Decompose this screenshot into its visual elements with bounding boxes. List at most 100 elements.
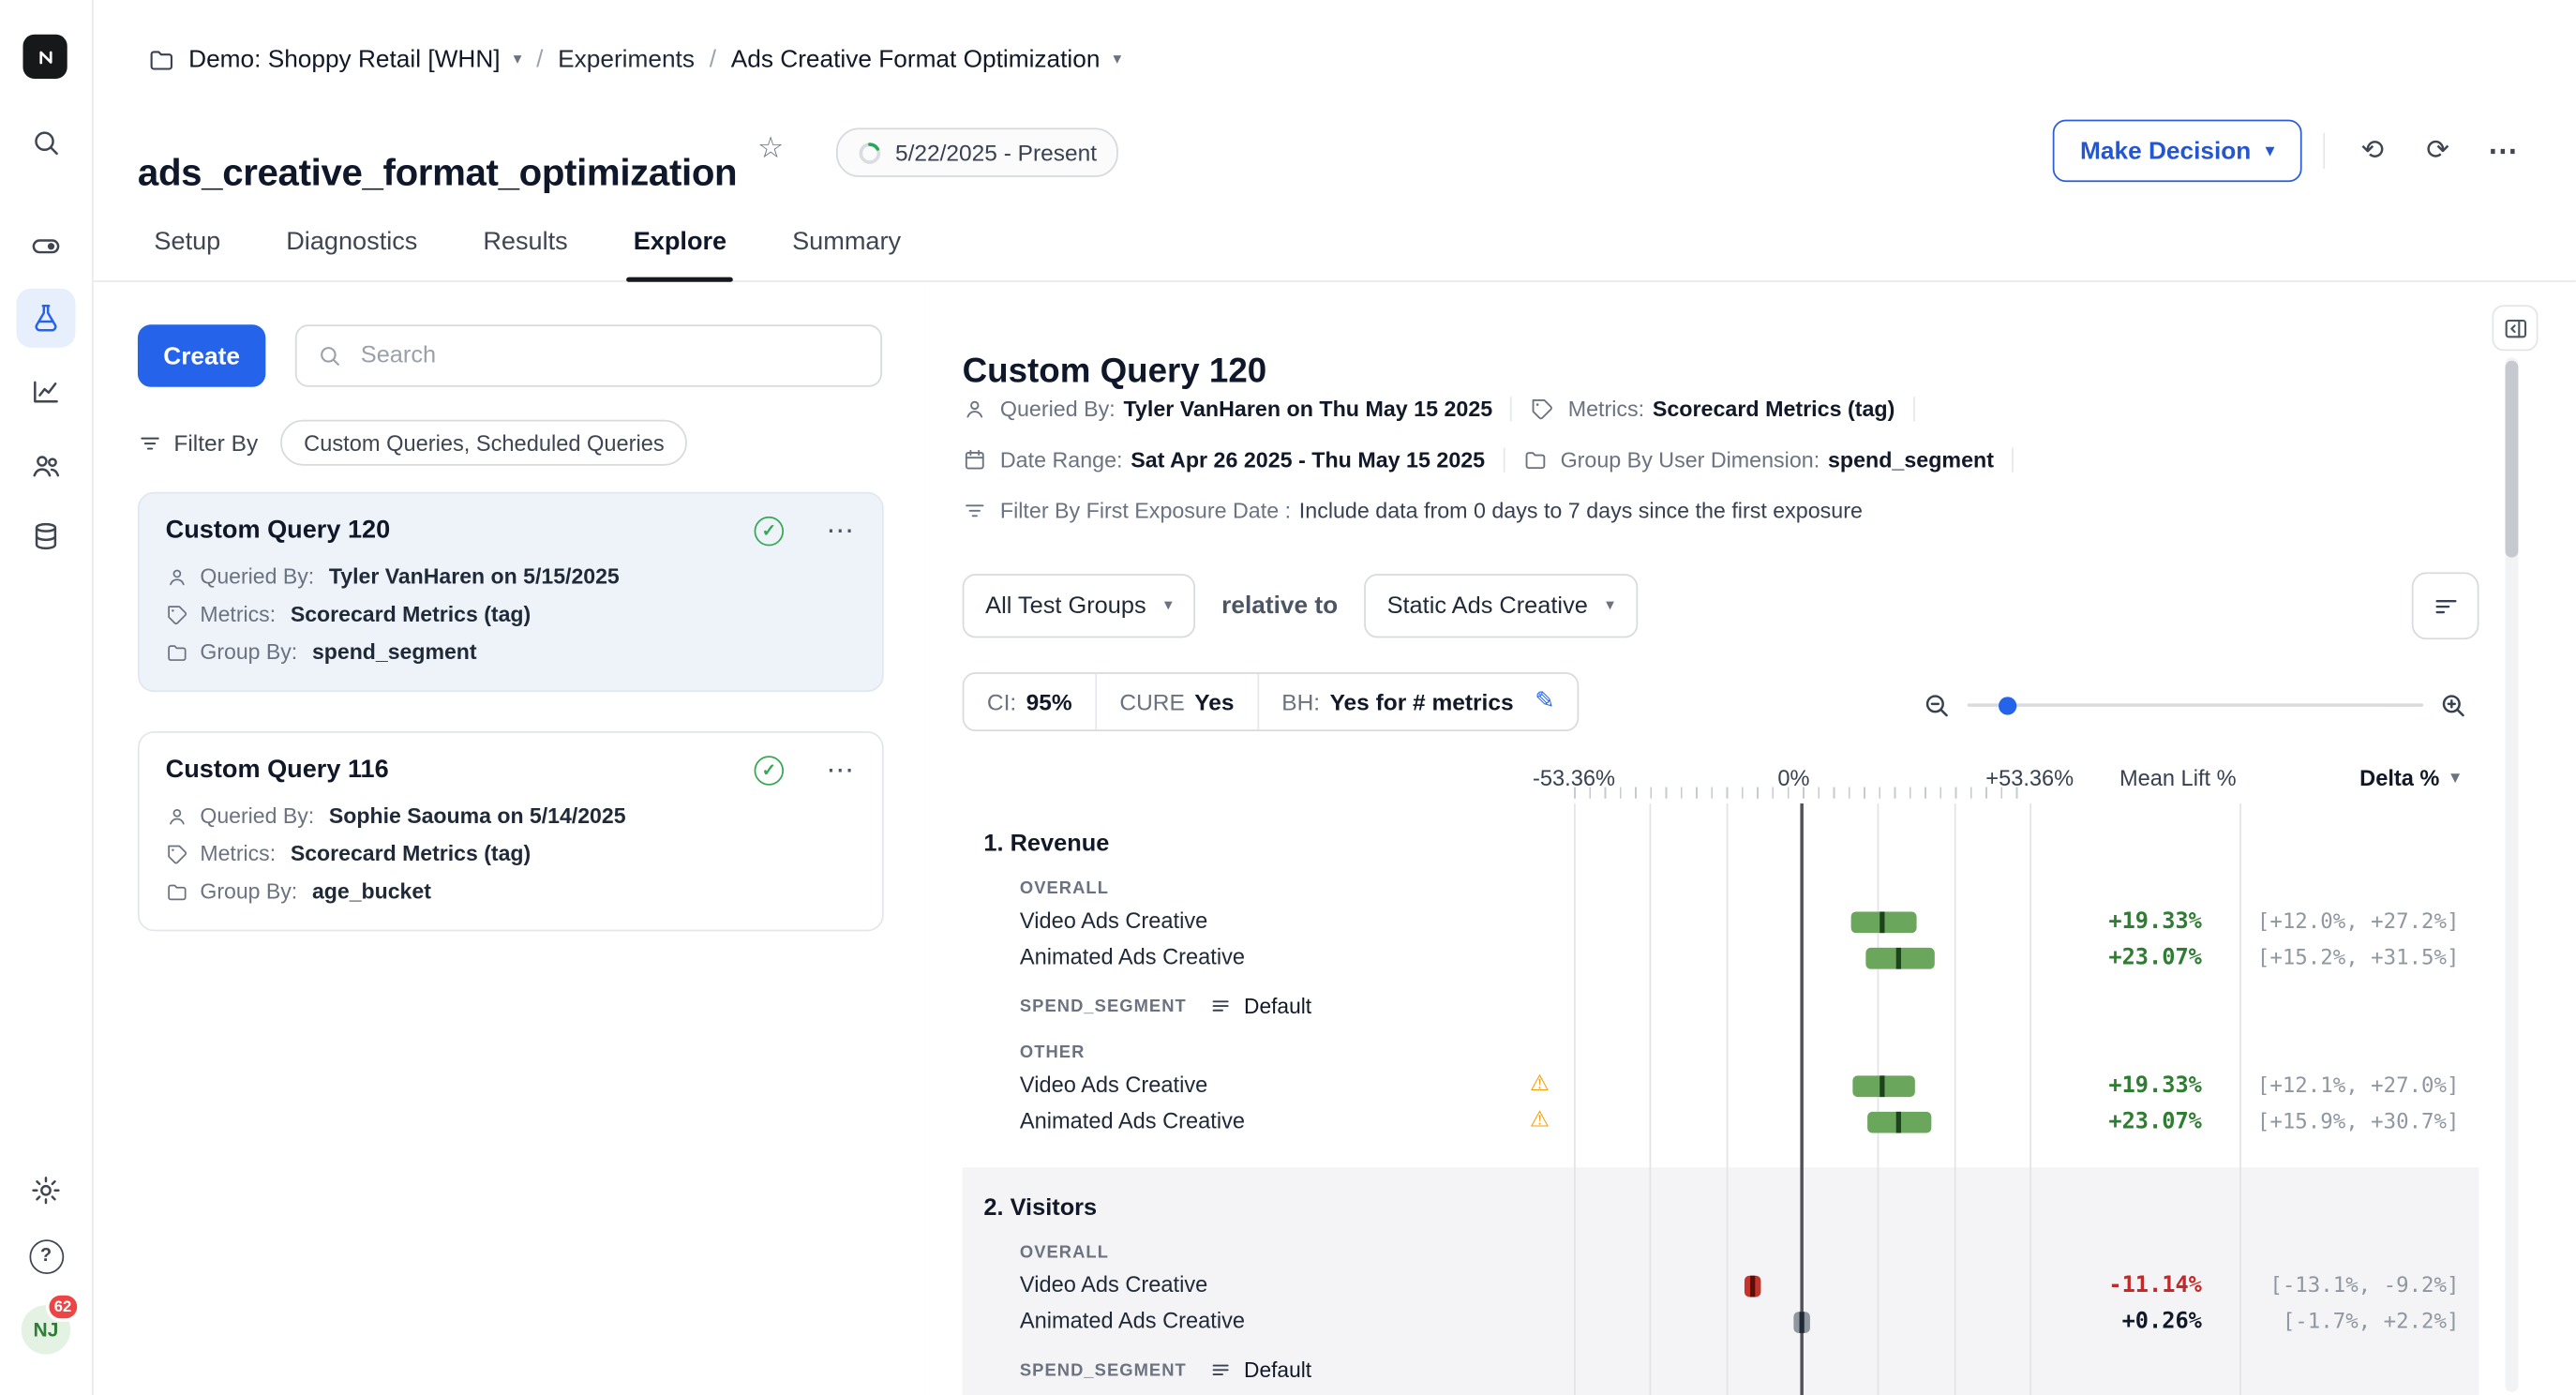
dimension-group-header: OVERALL xyxy=(963,1237,2479,1268)
experiments-icon[interactable] xyxy=(16,288,76,348)
edit-pencil-icon[interactable]: ✎ xyxy=(1535,688,1555,715)
dimension-group-header: SPEND_SEGMENT Default xyxy=(963,1355,2479,1386)
delta-interval-value: [+15.2%, +31.5%] xyxy=(2256,945,2460,970)
filter-icon xyxy=(966,504,984,518)
mean-marker xyxy=(1895,1110,1902,1132)
query-card[interactable]: Custom Query 120 ✓ ⋯ Queried By: Tyler Va… xyxy=(137,491,884,693)
collapse-panel-icon[interactable] xyxy=(2492,305,2539,352)
help-icon[interactable]: ? xyxy=(16,1226,75,1285)
variation-row[interactable]: Video Ads Creative +19.33% [+12.0%, +27.2%… xyxy=(963,904,2479,939)
history-icon[interactable]: ⟲ xyxy=(2346,125,2399,177)
dimension-group-header: OTHER xyxy=(963,1036,2479,1067)
sort-icon[interactable] xyxy=(2411,572,2479,640)
query-meta: Queried By: Tyler VanHaren on Thu May 15… xyxy=(963,392,2032,528)
delta-interval-value: [+15.9%, +30.7%] xyxy=(2256,1109,2460,1134)
card-group-by: Group By: age_bucket xyxy=(166,872,856,909)
refresh-icon[interactable]: ⟳ xyxy=(2412,125,2464,177)
baseline-dropdown[interactable]: Static Ads Creative ▾ xyxy=(1364,574,1638,638)
list-icon xyxy=(1212,1000,1229,1012)
breadcrumb-experiment[interactable]: Ads Creative Format Optimization ▾ xyxy=(731,45,1121,73)
queried-by-value: Tyler VanHaren on Thu May 15 2025 xyxy=(1123,397,1493,422)
nav-search-icon[interactable] xyxy=(16,113,75,172)
variation-label: Animated Ads Creative xyxy=(1019,943,1246,968)
left-rail: ? NJ 62 xyxy=(0,0,94,1395)
variation-label: Animated Ads Creative xyxy=(1019,1307,1246,1333)
mean-marker xyxy=(1880,1074,1886,1097)
filter-by-button[interactable]: Filter By xyxy=(138,429,258,456)
variation-row[interactable]: Video Ads Creative -11.14% [-13.1%, -9.2%] xyxy=(963,1268,2479,1303)
variation-row[interactable]: Video Ads Creative ⚠ +19.33% [+12.1%, +27.0… xyxy=(963,1068,2479,1103)
variation-row[interactable]: Animated Ads Creative +0.26% [-1.7%, +2.2%… xyxy=(963,1303,2479,1339)
variation-row[interactable]: Animated Ads Creative +23.07% [+15.2%, +31… xyxy=(963,939,2479,975)
tab-results[interactable]: Results xyxy=(483,203,567,280)
group-name: OVERALL xyxy=(1019,1241,1109,1262)
experiment-status-badge: 5/22/2025 - Present xyxy=(835,128,1118,177)
make-decision-button[interactable]: Make Decision ▾ xyxy=(2052,119,2302,183)
exposure-filter-value: Include data from 0 days to 7 days since… xyxy=(1298,498,1863,523)
tab-summary[interactable]: Summary xyxy=(792,203,901,280)
chevron-down-icon: ▾ xyxy=(1113,50,1122,68)
tab-explore[interactable]: Explore xyxy=(626,203,733,282)
query-search[interactable] xyxy=(294,324,882,387)
group-selector-label: Default xyxy=(1244,993,1312,1019)
favorite-star-icon[interactable]: ☆ xyxy=(757,130,785,164)
detail-title: Custom Query 120 xyxy=(962,352,1267,391)
search-input[interactable] xyxy=(357,340,861,371)
zoom-out-icon[interactable] xyxy=(1922,689,1953,720)
scrollbar-thumb[interactable] xyxy=(2505,360,2519,558)
group-default-selector[interactable]: Default xyxy=(1209,1358,1311,1382)
axis-min-label: -53.36% xyxy=(1533,764,1616,790)
feature-flags-icon[interactable] xyxy=(16,217,75,276)
search-icon xyxy=(321,347,339,366)
group-by-value: spend_segment xyxy=(311,639,477,665)
breadcrumb-experiments-link[interactable]: Experiments xyxy=(558,45,695,73)
chevron-down-icon: ▾ xyxy=(2266,142,2274,160)
mean-lift-value: +23.07% xyxy=(2108,943,2202,970)
metric-section-title: 1. Revenue xyxy=(983,831,1110,858)
queried-by-label: Queried By: xyxy=(200,563,315,589)
relative-to-label: relative to xyxy=(1221,592,1339,621)
group-by-label: Group By: xyxy=(200,639,298,665)
group-default-selector[interactable]: Default xyxy=(1209,994,1311,1018)
analytics-icon[interactable] xyxy=(16,363,75,422)
tab-setup[interactable]: Setup xyxy=(154,203,220,280)
tag-icon xyxy=(1533,399,1553,420)
chart-section: 1. Revenue OVERALL Video Ads Creative +19.3… xyxy=(963,803,2479,1167)
variation-label: Video Ads Creative xyxy=(1019,1271,1208,1297)
filter-chip[interactable]: Custom Queries, Scheduled Queries xyxy=(280,419,688,466)
zoom-slider-handle[interactable] xyxy=(1999,696,2017,714)
card-group-by: Group By: spend_segment xyxy=(166,633,856,670)
chevron-down-icon: ▾ xyxy=(2450,768,2460,787)
users-icon[interactable] xyxy=(16,436,75,495)
cure-label: CURE xyxy=(1119,688,1185,715)
metrics-label: Metrics: xyxy=(1567,397,1645,422)
exposure-filter-label: Filter By First Exposure Date : xyxy=(999,498,1292,523)
card-more-icon[interactable]: ⋯ xyxy=(826,754,856,786)
tab-diagnostics[interactable]: Diagnostics xyxy=(286,203,417,280)
filter-icon xyxy=(141,436,159,449)
create-button[interactable]: Create xyxy=(137,324,266,387)
dimension-group-header: SPEND_SEGMENT Default xyxy=(963,990,2479,1021)
data-warehouse-icon[interactable] xyxy=(16,506,75,565)
mean-lift-value: +19.33% xyxy=(2108,1071,2202,1098)
folder-icon xyxy=(168,883,187,900)
success-check-icon: ✓ xyxy=(754,516,785,547)
cure-value: Yes xyxy=(1194,688,1235,715)
delta-column-label: Delta % xyxy=(2359,764,2440,790)
delta-column-dropdown[interactable]: Delta % ▾ xyxy=(2329,761,2460,794)
dimension-group-header: OVERALL xyxy=(963,872,2479,903)
app-logo[interactable] xyxy=(22,34,67,79)
divider xyxy=(2323,132,2326,170)
variation-row[interactable]: Animated Ads Creative ⚠ +23.07% [+15.9%, +3… xyxy=(963,1103,2479,1139)
test-groups-dropdown[interactable]: All Test Groups ▾ xyxy=(962,574,1196,638)
card-queried-by: Queried By: Tyler VanHaren on 5/15/2025 xyxy=(166,558,856,595)
query-card[interactable]: Custom Query 116 ✓ ⋯ Queried By: Sophie S… xyxy=(137,731,884,932)
more-options-icon[interactable]: ⋯ xyxy=(2478,125,2530,177)
scrollbar-track[interactable] xyxy=(2505,357,2519,1392)
settings-gear-icon[interactable] xyxy=(16,1161,75,1220)
breadcrumb-project[interactable]: Demo: Shoppy Retail [WHN] ▾ xyxy=(147,45,521,73)
zoom-in-icon[interactable] xyxy=(2438,689,2469,720)
filter-row: Filter By Custom Queries, Scheduled Quer… xyxy=(138,419,688,466)
card-more-icon[interactable]: ⋯ xyxy=(826,515,856,547)
zoom-slider[interactable] xyxy=(1967,696,2424,714)
